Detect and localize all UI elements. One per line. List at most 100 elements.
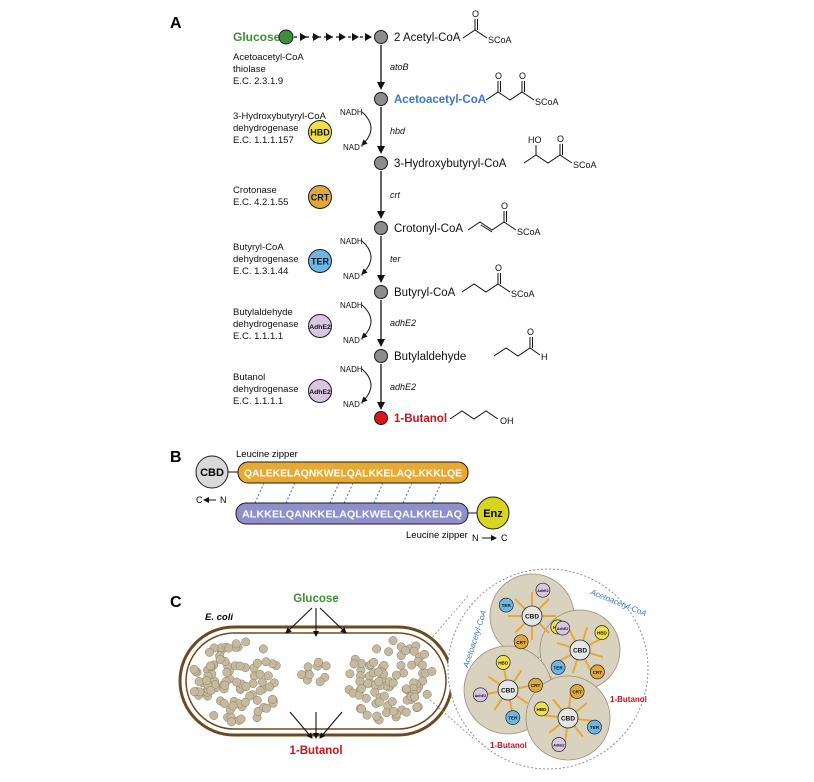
badge-hbd-text: HBD [310,128,330,138]
granule [422,689,432,699]
zoom-enzyme-badge [587,719,602,735]
granule [252,695,262,705]
enzyme-5-line1: Butylaldehyde [233,307,293,318]
badge-ter [308,249,332,273]
enzyme-5-line3: E.C. 1.1.1.1 [233,331,283,342]
panel-c: C E. coli Glucose 1-Butanol HBD CRT TER Adh… [170,568,649,770]
granule [379,691,389,701]
granule [356,684,366,693]
enzyme-4-line3: E.C. 1.3.1.44 [233,266,288,277]
nad-1: NAD⁺ [343,143,364,152]
granule [261,657,271,667]
granule [263,671,273,681]
gene-adhe2-2: adhE2 [390,382,416,392]
granule [235,661,245,671]
granule [396,661,406,670]
panel-a: A Glucose NADH NAD⁺ NADH NAD⁺ NADH NAD⁺ [170,9,597,426]
badge-crt [308,185,332,209]
struct-hb-scoa: SCoA [573,160,597,170]
granule [241,682,251,691]
granule [315,677,325,687]
granule [401,646,411,656]
granule [219,699,229,708]
enzyme-6-line2: dehydrogenase [233,384,299,395]
enzyme-1-line2: thiolase [233,64,266,75]
glucose-label: Glucose [233,30,281,44]
struct-cr-scoa: SCoA [517,227,541,237]
granule [257,677,267,687]
zoom-enzyme-badge [550,660,566,675]
zoom-enzyme-badge [473,687,488,703]
granule [261,703,271,713]
granule [345,669,355,679]
granule [268,694,277,704]
granule [258,644,268,654]
zoom-enzyme-badge [555,620,570,636]
granule [373,667,383,677]
enzyme-2-line2: dehydrogenase [233,123,299,134]
badge-adhe2-1 [308,314,332,338]
granule [209,711,219,720]
zoom-enzyme-badge [534,701,549,717]
granule-clusters [189,636,437,727]
granule [374,697,384,707]
granule [402,684,411,694]
zoom-enzyme-badge-label: HBD [537,707,548,712]
struct-al-h: H [541,352,548,362]
enzyme-6-line3: E.C. 1.1.1.1 [233,396,283,407]
metabolite-acetoacetyl-coa: Acetoacetyl-CoA [394,94,486,106]
zoom-enzyme-badge-label: CRT [531,683,541,688]
enzyme-1-line3: E.C. 2.3.1.9 [233,76,283,87]
cell-glucose-label: Glucose [293,593,338,605]
enzyme-3-line2: E.C. 4.2.1.55 [233,197,288,208]
struct-acac-scoa: SCoA [535,97,559,107]
nad-2: NAD⁺ [343,272,364,281]
granule [349,659,359,669]
zoom-cbd [521,605,543,627]
struct-hb-ho: HO [528,135,542,145]
gene-hbd: hbd [390,126,406,136]
zoom-enzyme-badge-label: CRT [572,690,582,695]
zoom-enzyme-badge-label: TER [590,725,600,730]
zoom-butanol-2: 1-Butanol [490,741,527,750]
granule [357,704,367,714]
granule [227,717,236,727]
struct-bu-scoa: SCoA [511,289,535,299]
granule [427,666,437,676]
gene-crt: crt [390,190,400,200]
ecoli-label: E. coli [205,612,233,623]
granule [252,658,262,668]
enzyme-5-line2: dehydrogenase [233,319,299,330]
gene-ter: ter [390,254,402,264]
metabolite-acetyl-coa: 2 Acetyl-CoA [394,32,461,44]
zipper-bottom-sequence: ALKKELQANKKELAQLKWELQALKKELAQ [242,509,462,521]
glucose-node [278,29,294,45]
struct-acetyl-o: O [472,9,479,19]
granule [384,647,394,657]
granule [412,702,422,712]
granule [362,710,372,720]
enzyme-domain [476,496,510,530]
granule [206,686,216,696]
granule [205,661,215,671]
zoom-enzyme-badge-label: AdhE2 [553,744,564,748]
zoom-enzyme-badge-label: HBD [597,631,608,636]
enz-label: Enz [483,508,503,520]
zoom-enzyme-badge-label: AdhE2 [557,627,568,631]
granule [255,686,265,696]
zoom-cbd [497,679,519,701]
zipper-top-label: Leucine zipper [236,449,298,460]
dir-n-right: N [472,533,479,543]
gene-adhe2-1: adhE2 [390,318,416,328]
granule [391,670,401,680]
zoom-enzyme-badge-label: TER [554,665,564,670]
granule [321,661,331,671]
enzyme-4-line1: Butyryl-CoA [233,242,284,253]
metabolite-butylaldehyde: Butylaldehyde [394,351,466,363]
badge-adhe2-1-text: AdhE2 [309,324,331,331]
granule [374,677,384,687]
zoom-cbd-label: CBD [561,716,575,723]
enzyme-2-line1: 3-Hydroxybutyryl-CoA [233,111,327,122]
granule [388,678,398,688]
